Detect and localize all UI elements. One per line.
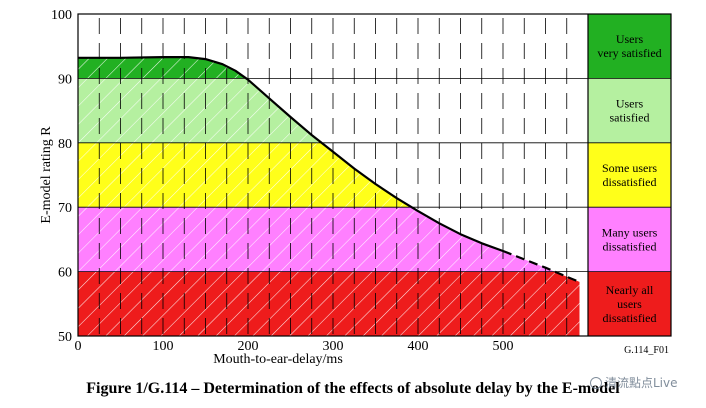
band-label-4-1: users: [617, 297, 642, 311]
band-label-1-0: Users: [616, 97, 644, 111]
band-column-2: [588, 142, 671, 208]
band-area-hatch-3: [78, 207, 580, 272]
band-column-1: [588, 78, 671, 143]
band-label-0-1: very satisfied: [597, 46, 661, 60]
x-tick-label-300: 300: [323, 339, 344, 354]
series-line-dashed: [502, 249, 580, 283]
figure-id: G.114_F01: [624, 345, 669, 356]
wechat-icon: [590, 377, 602, 389]
y-tick-label-50: 50: [58, 330, 72, 345]
y-tick-label-60: 60: [58, 266, 72, 281]
band-label-1-1: satisfied: [610, 111, 650, 125]
y-tick-label-80: 80: [58, 137, 72, 152]
band-label-4-2: dissatisfied: [603, 311, 657, 325]
band-label-3-1: dissatisfied: [603, 239, 657, 253]
plot-frame: [77, 13, 672, 337]
x-axis-label: Mouth-to-ear-delay/ms: [213, 352, 343, 367]
band-column-4: [588, 271, 671, 336]
y-axis-label: E-model rating R: [39, 126, 54, 224]
band-layer: [78, 14, 671, 336]
x-tick-label-200: 200: [238, 339, 259, 354]
x-tick-label-500: 500: [493, 339, 514, 354]
figure-caption: Figure 1/G.114 – Determination of the ef…: [86, 380, 620, 397]
band-label-0-0: Users: [616, 32, 644, 46]
band-column-0: [588, 14, 671, 79]
band-label-4-0: Nearly all: [606, 283, 654, 297]
band-area-hatch-4: [78, 271, 580, 336]
x-tick-label-100: 100: [153, 339, 174, 354]
band-label-3-0: Many users: [602, 225, 658, 239]
y-tick-label-90: 90: [58, 72, 72, 87]
band-label-2-0: Some users: [602, 161, 657, 175]
x-tick-label-400: 400: [408, 339, 429, 354]
band-label-2-1: dissatisfied: [603, 175, 657, 189]
x-tick-label-0: 0: [75, 339, 82, 354]
band-column-3: [588, 207, 671, 272]
watermark-text: 清流點点Live: [605, 376, 678, 390]
watermark: 清流點点Live: [590, 374, 678, 391]
series-line-solid: [78, 56, 504, 253]
series-layer: [78, 56, 580, 283]
axes-layer: [77, 13, 672, 337]
y-tick-label-100: 100: [51, 8, 72, 23]
y-tick-label-70: 70: [58, 201, 72, 216]
